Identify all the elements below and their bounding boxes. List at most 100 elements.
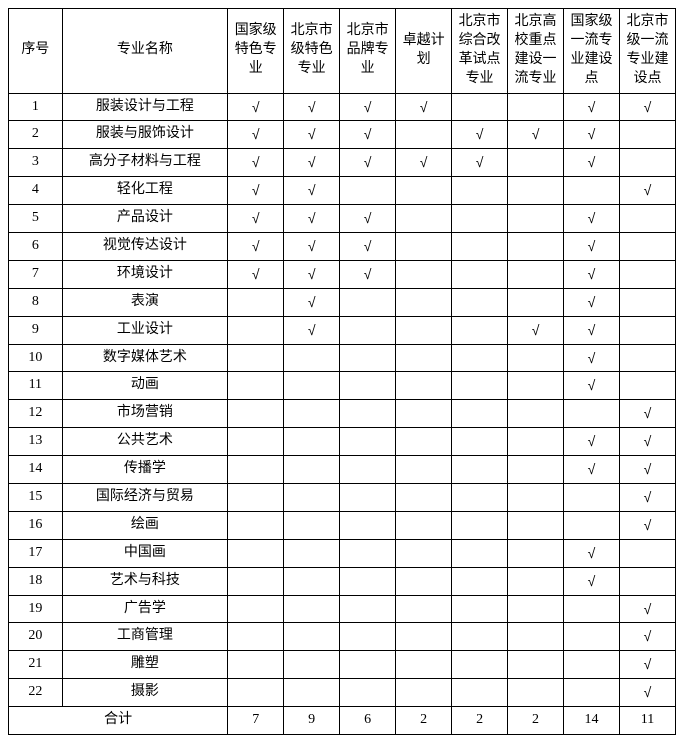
cell-check — [340, 484, 396, 512]
cell-check — [228, 679, 284, 707]
cell-check — [452, 177, 508, 205]
table-row: 22摄影√ — [9, 679, 676, 707]
col-header-4: 北京市综合改革试点专业 — [452, 9, 508, 94]
cell-check — [228, 623, 284, 651]
table-row: 11动画√ — [9, 372, 676, 400]
cell-check — [508, 595, 564, 623]
cell-name: 环境设计 — [62, 260, 228, 288]
cell-check — [619, 233, 675, 261]
cell-check: √ — [619, 456, 675, 484]
cell-check: √ — [508, 316, 564, 344]
cell-idx: 2 — [9, 121, 63, 149]
cell-check: √ — [284, 93, 340, 121]
header-row: 序号 专业名称 国家级特色专业 北京市级特色专业 北京市品牌专业 卓越计划 北京… — [9, 9, 676, 94]
cell-idx: 1 — [9, 93, 63, 121]
cell-check — [564, 595, 620, 623]
col-header-1: 北京市级特色专业 — [284, 9, 340, 94]
cell-check: √ — [340, 233, 396, 261]
cell-check: √ — [284, 288, 340, 316]
col-header-3: 卓越计划 — [396, 9, 452, 94]
cell-name: 动画 — [62, 372, 228, 400]
cell-check — [452, 260, 508, 288]
cell-check: √ — [284, 316, 340, 344]
cell-check: √ — [340, 121, 396, 149]
table-row: 15国际经济与贸易√ — [9, 484, 676, 512]
cell-check — [508, 484, 564, 512]
cell-check — [452, 567, 508, 595]
cell-check — [396, 177, 452, 205]
cell-check: √ — [564, 233, 620, 261]
col-header-6: 国家级一流专业建设点 — [564, 9, 620, 94]
cell-check — [396, 260, 452, 288]
cell-check — [396, 121, 452, 149]
cell-check: √ — [340, 149, 396, 177]
cell-idx: 10 — [9, 344, 63, 372]
cell-check: √ — [564, 149, 620, 177]
cell-idx: 3 — [9, 149, 63, 177]
cell-check: √ — [284, 205, 340, 233]
cell-check — [564, 651, 620, 679]
cell-check: √ — [340, 205, 396, 233]
cell-check — [228, 567, 284, 595]
table-row: 7环境设计√√√√ — [9, 260, 676, 288]
cell-check — [228, 344, 284, 372]
cell-idx: 7 — [9, 260, 63, 288]
cell-check: √ — [619, 400, 675, 428]
cell-name: 艺术与科技 — [62, 567, 228, 595]
cell-check — [619, 316, 675, 344]
cell-check — [284, 344, 340, 372]
cell-check — [228, 316, 284, 344]
table-row: 1服装设计与工程√√√√√√ — [9, 93, 676, 121]
cell-check — [284, 595, 340, 623]
cell-idx: 19 — [9, 595, 63, 623]
cell-check — [452, 428, 508, 456]
cell-check — [340, 316, 396, 344]
table-row: 18艺术与科技√ — [9, 567, 676, 595]
cell-check — [396, 456, 452, 484]
total-cell: 11 — [619, 707, 675, 735]
cell-check — [508, 93, 564, 121]
cell-check — [564, 623, 620, 651]
cell-check — [508, 539, 564, 567]
cell-check: √ — [619, 484, 675, 512]
total-cell: 7 — [228, 707, 284, 735]
cell-check — [284, 567, 340, 595]
cell-check — [619, 288, 675, 316]
cell-check — [508, 428, 564, 456]
cell-check — [228, 595, 284, 623]
table-row: 8表演√√ — [9, 288, 676, 316]
cell-name: 轻化工程 — [62, 177, 228, 205]
table-row: 21雕塑√ — [9, 651, 676, 679]
cell-check — [452, 372, 508, 400]
cell-check — [340, 595, 396, 623]
cell-check: √ — [564, 456, 620, 484]
cell-check — [396, 623, 452, 651]
cell-check: √ — [452, 149, 508, 177]
cell-check — [340, 288, 396, 316]
cell-check: √ — [396, 149, 452, 177]
cell-check: √ — [228, 121, 284, 149]
cell-check — [452, 93, 508, 121]
cell-check — [508, 205, 564, 233]
cell-check — [340, 539, 396, 567]
cell-idx: 4 — [9, 177, 63, 205]
cell-check — [284, 456, 340, 484]
cell-check — [619, 567, 675, 595]
cell-check — [619, 205, 675, 233]
cell-check: √ — [564, 344, 620, 372]
cell-idx: 5 — [9, 205, 63, 233]
cell-check — [564, 511, 620, 539]
cell-check — [284, 484, 340, 512]
cell-check: √ — [564, 567, 620, 595]
cell-check — [619, 149, 675, 177]
cell-check — [340, 567, 396, 595]
cell-name: 产品设计 — [62, 205, 228, 233]
cell-idx: 13 — [9, 428, 63, 456]
cell-check — [340, 511, 396, 539]
cell-check: √ — [396, 93, 452, 121]
cell-check — [619, 539, 675, 567]
cell-check: √ — [564, 288, 620, 316]
cell-check: √ — [228, 93, 284, 121]
cell-check — [396, 400, 452, 428]
cell-name: 绘画 — [62, 511, 228, 539]
